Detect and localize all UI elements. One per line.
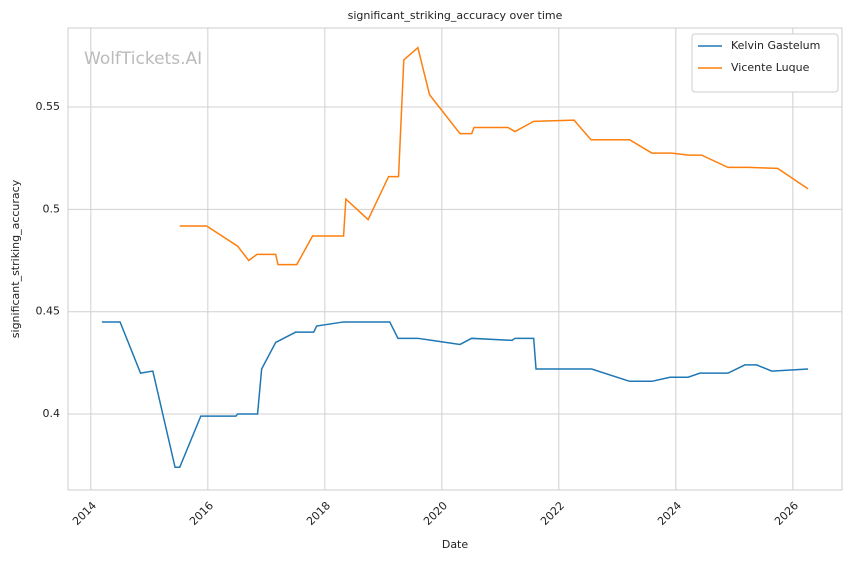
x-tick-label: 2014 bbox=[70, 499, 99, 528]
y-tick-label: 0.5 bbox=[43, 202, 61, 215]
plot-frame bbox=[67, 27, 843, 491]
x-tick-label: 2016 bbox=[187, 499, 216, 528]
x-tick-label: 2024 bbox=[655, 499, 684, 528]
series-line bbox=[101, 321, 809, 469]
x-tick-label: 2026 bbox=[772, 499, 801, 528]
x-axis-label: Date bbox=[442, 538, 469, 551]
y-axis-label: significant_striking_accuracy bbox=[9, 179, 22, 338]
legend-label: Kelvin Gastelum bbox=[731, 39, 820, 52]
chart-title: significant_striking_accuracy over time bbox=[348, 9, 563, 22]
x-tick-label: 2022 bbox=[538, 499, 567, 528]
y-tick-label: 0.4 bbox=[43, 407, 61, 420]
x-tick-label: 2018 bbox=[304, 499, 333, 528]
x-tick-label: 2020 bbox=[421, 499, 450, 528]
watermark: WolfTickets.AI bbox=[84, 49, 202, 69]
legend-box bbox=[691, 33, 839, 93]
y-tick-label: 0.55 bbox=[36, 100, 61, 113]
y-tick-label: 0.45 bbox=[36, 305, 61, 318]
legend-label: Vicente Luque bbox=[731, 61, 810, 74]
series-line bbox=[179, 46, 809, 266]
